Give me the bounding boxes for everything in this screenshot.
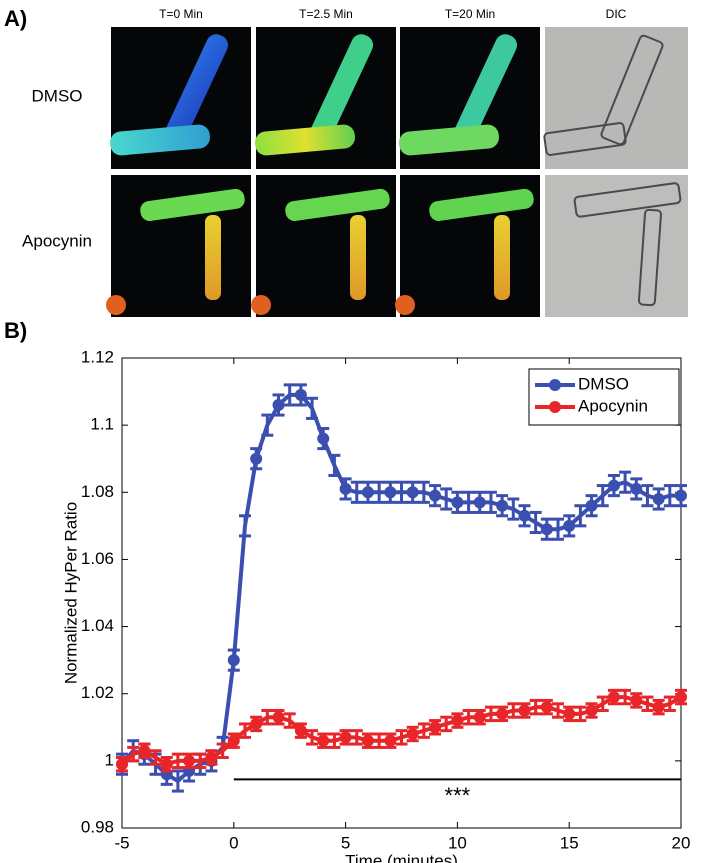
x-tick-label: 20 (672, 833, 691, 852)
point (518, 704, 531, 717)
column-header: T=20 Min (445, 7, 495, 21)
point (317, 432, 330, 445)
x-tick-label: 5 (341, 833, 350, 852)
point (406, 486, 419, 499)
point (294, 388, 307, 401)
plot-frame (121, 357, 682, 829)
y-tick-label: 1.06 (81, 549, 114, 568)
point (384, 734, 397, 747)
micrographs (106, 27, 688, 317)
y-tick-label: 0.98 (81, 817, 114, 836)
column-header: T=0 Min (159, 7, 203, 21)
y-axis-label: Normalized HyPer Ratio (61, 502, 80, 684)
point (250, 452, 263, 465)
point (339, 482, 352, 495)
point (563, 519, 576, 532)
point (540, 701, 553, 714)
point (540, 523, 553, 536)
point (585, 704, 598, 717)
column-header: DIC (606, 7, 627, 21)
panel-label: B) (4, 318, 27, 343)
point (227, 734, 240, 747)
point (429, 721, 442, 734)
x-tick-label: -5 (114, 833, 129, 852)
point (652, 701, 665, 714)
legend-label: Apocynin (578, 396, 648, 415)
point (451, 714, 464, 727)
point (473, 711, 486, 724)
y-tick-label: 1.04 (81, 616, 114, 635)
point (652, 493, 665, 505)
point (361, 734, 374, 747)
legend-marker (549, 379, 561, 391)
y-tick-label: 1.1 (90, 415, 114, 434)
y-tick-label: 1 (105, 750, 114, 769)
point (675, 489, 687, 502)
point (607, 691, 620, 704)
x-tick-label: 15 (560, 833, 579, 852)
legend-label: DMSO (578, 374, 629, 393)
point (272, 711, 285, 724)
row-label: Apocynin (22, 231, 92, 250)
y-tick-label: 1.12 (81, 347, 114, 366)
point (675, 691, 687, 704)
point (116, 758, 128, 771)
series-line (120, 392, 681, 784)
significance-label: *** (445, 783, 471, 808)
series (116, 688, 687, 773)
legend-marker (549, 401, 561, 413)
row-label: DMSO (32, 86, 83, 105)
point (317, 734, 330, 747)
point (496, 499, 509, 512)
point (630, 482, 643, 495)
point (496, 707, 509, 720)
point (160, 758, 173, 771)
point (138, 744, 151, 757)
point (384, 486, 397, 499)
x-axis-label: Time (minutes) (345, 851, 458, 863)
point (339, 731, 352, 744)
point (361, 486, 374, 499)
point (272, 399, 285, 411)
y-tick-label: 1.02 (81, 683, 114, 702)
point (406, 728, 419, 740)
point (429, 489, 442, 502)
point (607, 479, 620, 492)
x-tick-label: 10 (448, 833, 467, 852)
point (250, 717, 263, 730)
point (563, 707, 576, 720)
point (473, 496, 486, 509)
point (451, 496, 464, 509)
point (518, 509, 531, 522)
point (585, 499, 598, 512)
point (630, 694, 643, 707)
point (205, 751, 218, 764)
y-tick-label: 1.08 (81, 482, 114, 501)
legend-box (528, 368, 680, 426)
panel-label: A) (4, 6, 27, 31)
point (183, 754, 196, 767)
point (227, 654, 240, 667)
column-header: T=2.5 Min (299, 7, 353, 21)
point (294, 724, 307, 737)
x-tick-label: 0 (229, 833, 238, 852)
